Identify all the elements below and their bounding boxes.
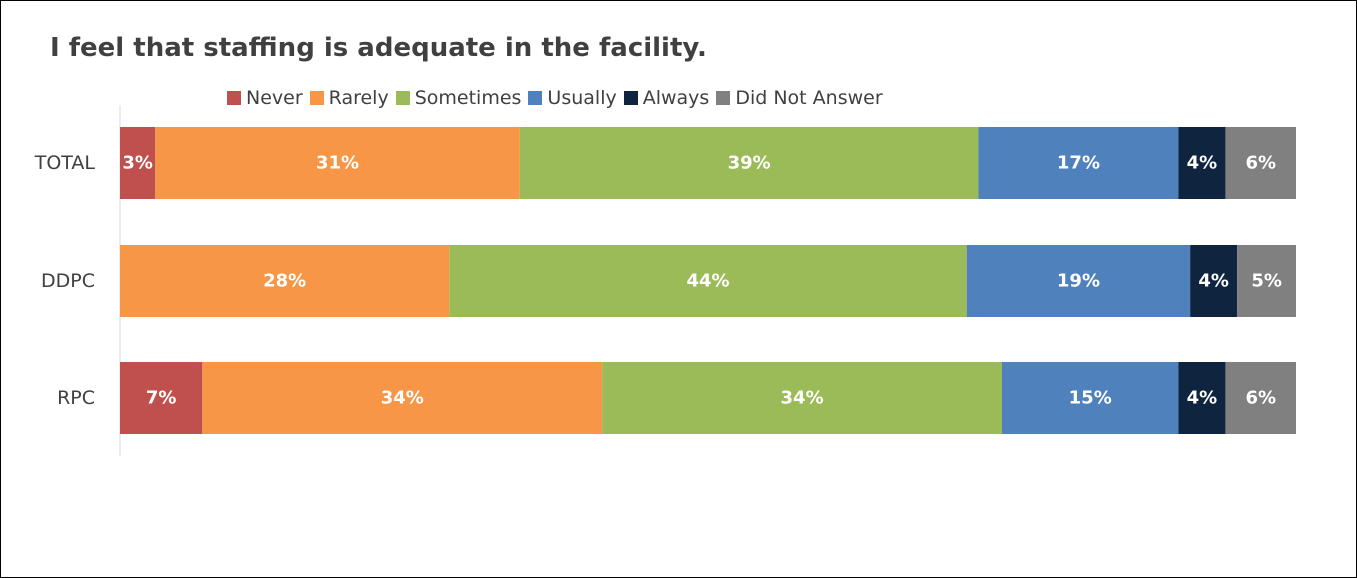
bar-rpc-did-not-answer (1225, 362, 1296, 434)
data-label-rpc-rarely: 34% (381, 388, 424, 409)
chart-legend: Never Rarely Sometimes Usually Always Did Not… (227, 87, 883, 109)
data-label-ddpc-always: 4% (1198, 271, 1229, 292)
bar-rpc-usually (1002, 362, 1179, 434)
data-label-total-sometimes: 39% (728, 153, 771, 174)
category-label-ddpc: DDPC (41, 270, 95, 292)
data-label-rpc-always: 4% (1187, 388, 1218, 409)
legend-swatch-sometimes (395, 91, 410, 105)
bar-ddpc-always (1190, 245, 1238, 317)
data-label-rpc-sometimes: 34% (781, 388, 824, 409)
bar-total-never (120, 127, 156, 199)
legend-item-never: Never (227, 87, 303, 109)
bar-total-did-not-answer (1225, 127, 1296, 199)
bar-rpc-sometimes (602, 362, 1002, 434)
legend-label-never: Never (246, 87, 303, 109)
legend-item-always: Always (623, 87, 710, 109)
legend-swatch-usually (528, 91, 543, 105)
legend-swatch-never (227, 91, 241, 105)
legend-swatch-always (623, 91, 638, 105)
data-label-ddpc-rarely: 28% (263, 271, 306, 292)
bar-total-usually (978, 127, 1179, 199)
legend-label-usually: Usually (547, 87, 617, 109)
bar-total-rarely (155, 127, 520, 199)
chart-title: I feel that staffing is adequate in the … (50, 33, 707, 63)
legend-label-rarely: Rarely (328, 87, 389, 109)
legend-item-rarely: Rarely (309, 87, 389, 109)
data-label-total-always: 4% (1187, 153, 1218, 174)
legend-item-usually: Usually (528, 87, 617, 109)
category-label-rpc: RPC (57, 387, 95, 409)
data-label-rpc-never: 7% (146, 388, 177, 409)
bar-total-always (1178, 127, 1226, 199)
legend-swatch-rarely (309, 91, 324, 105)
bar-ddpc-sometimes (449, 245, 967, 317)
category-label-total: TOTAL (34, 152, 96, 174)
legend-label-sometimes: Sometimes (414, 87, 522, 109)
data-label-total-did-not-answer: 6% (1245, 153, 1276, 174)
legend-label-always: Always (642, 87, 710, 109)
data-label-total-rarely: 31% (316, 153, 359, 174)
bar-ddpc-did-not-answer (1237, 245, 1296, 317)
data-label-ddpc-did-not-answer: 5% (1251, 271, 1282, 292)
data-label-rpc-did-not-answer: 6% (1245, 388, 1276, 409)
bar-rpc-rarely (202, 362, 603, 434)
legend-item-did-not-answer: Did Not Answer (716, 87, 883, 109)
bar-total-sometimes (519, 127, 979, 199)
data-label-total-usually: 17% (1057, 153, 1100, 174)
data-label-rpc-usually: 15% (1069, 388, 1112, 409)
legend-item-sometimes: Sometimes (395, 87, 522, 109)
bar-ddpc-rarely (120, 245, 450, 317)
bar-rpc-always (1178, 362, 1226, 434)
data-label-ddpc-usually: 19% (1057, 271, 1100, 292)
legend-swatch-did-not-answer (716, 91, 731, 105)
legend-label-did-not-answer: Did Not Answer (735, 87, 883, 109)
bar-ddpc-usually (966, 245, 1191, 317)
data-label-total-never: 3% (122, 153, 153, 174)
bar-rpc-never (120, 362, 203, 434)
data-label-ddpc-sometimes: 44% (686, 271, 729, 292)
